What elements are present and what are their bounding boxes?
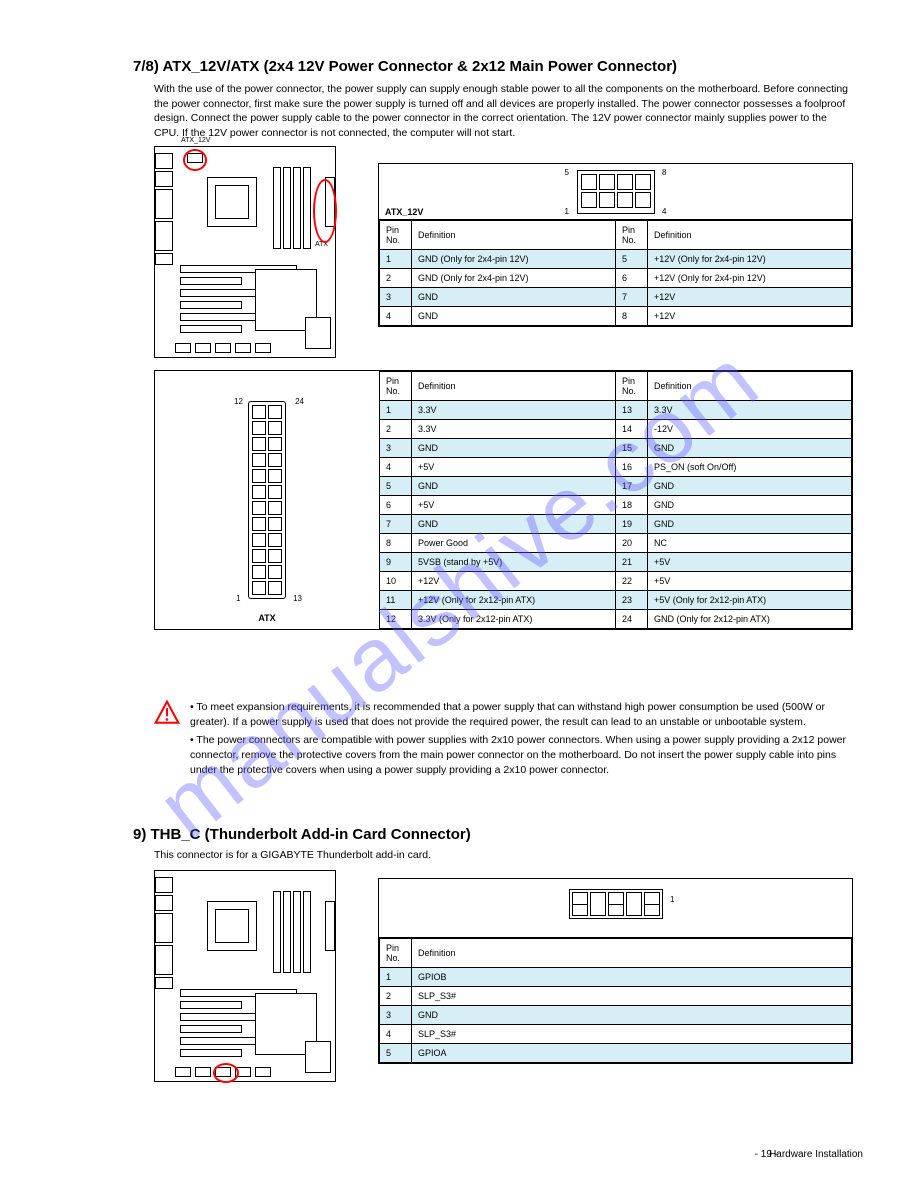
thb-connector-glyph: 1: [569, 889, 663, 919]
footer-title: Hardware Installation: [769, 1149, 863, 1160]
mobo-diagram-top: ATX_12V ATX: [154, 146, 336, 358]
atx12v-connector-label: ATX_12V: [385, 207, 423, 217]
warning-line-2: • The power connectors are compatible wi…: [190, 733, 850, 777]
section-thb-body: This connector is for a GIGABYTE Thunder…: [154, 848, 854, 863]
col-pin-2: Pin No.: [616, 221, 648, 250]
mobo-label-atx12v: ATX_12V: [181, 137, 210, 144]
atx12v-table: 1 4 5 8 ATX_12V Pin No. Definition Pin N…: [378, 163, 853, 327]
section-power-body: With the use of the power connector, the…: [154, 82, 854, 141]
atx-connector-glyph: 12 24 1 13: [248, 401, 286, 599]
warning-block: • To meet expansion requirements, it is …: [154, 700, 854, 777]
warning-line-1: • To meet expansion requirements, it is …: [190, 700, 850, 729]
col-pin-1: Pin No.: [380, 221, 412, 250]
atx-connector-label: ATX: [258, 613, 275, 623]
col-def-1: Definition: [412, 221, 616, 250]
section-thb-heading: 9) THB_C (Thunderbolt Add-in Card Connec…: [133, 826, 853, 843]
atx12v-connector-glyph: 1 4 5 8: [577, 170, 655, 214]
mobo-diagram-bottom: [154, 870, 336, 1082]
atx-table-wrapper: 12 24 1 13 ATX: [154, 370, 853, 630]
section-power-heading: 7/8) ATX_12V/ATX (2x4 12V Power Connecto…: [133, 58, 853, 75]
col-def-2: Definition: [648, 221, 852, 250]
warning-icon: [154, 700, 180, 726]
thb-table: 1 Pin No. Definition 1GPIOB 2SLP_S3# 3GN…: [378, 878, 853, 1064]
page: { "page": { "width_px": 918, "height_px"…: [0, 0, 918, 1188]
